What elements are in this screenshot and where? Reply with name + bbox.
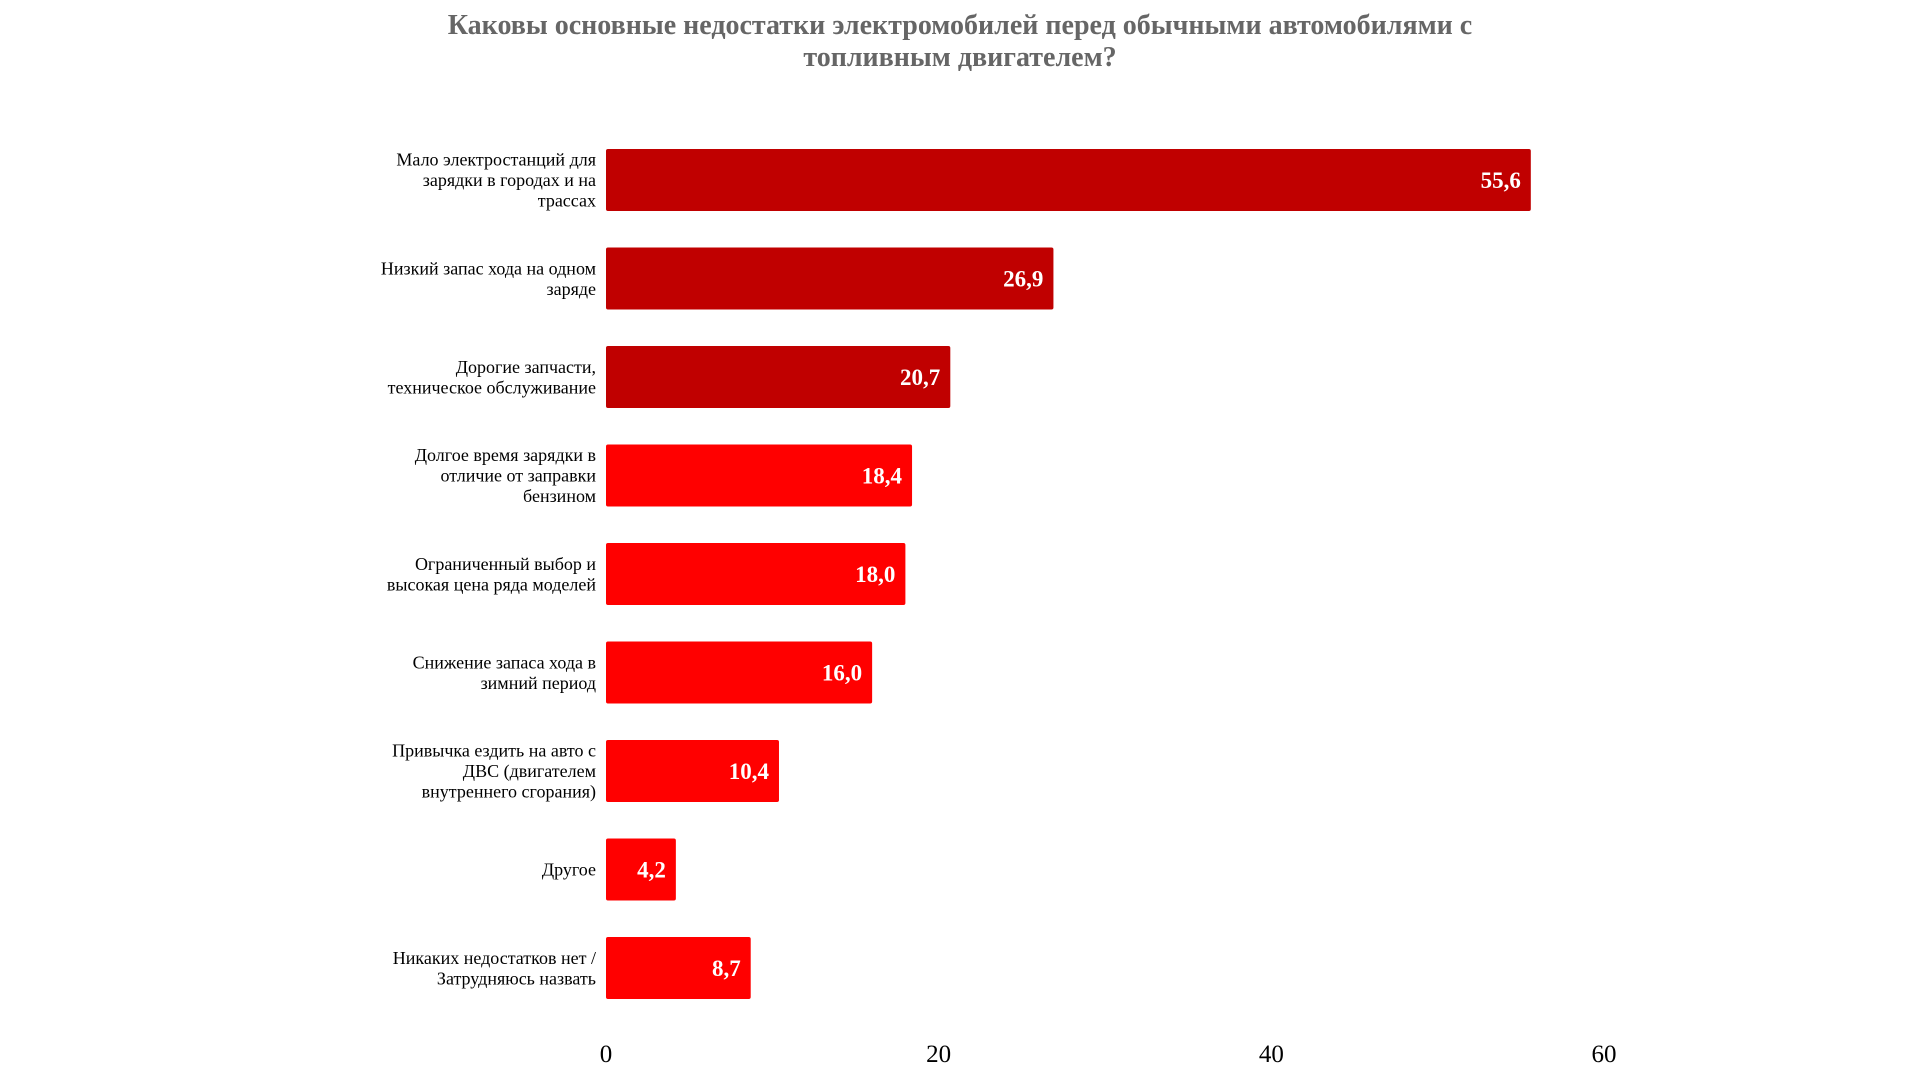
category-label-line: внутреннего сгорания): [422, 782, 596, 803]
category-label: Низкий запас хода на одном заряде: [381, 258, 596, 299]
category-label-line: Низкий запас хода на одном: [381, 258, 596, 278]
category-label: Снижение запаса хода в зимний период: [413, 652, 596, 693]
chart-title: Каковы основные недостатки электромобиле…: [360, 10, 1560, 74]
data-label: 55,6: [1481, 168, 1521, 193]
category-label: Ограниченный выбор и высокая цена ряда мо…: [387, 554, 596, 595]
data-label: 26,9: [1003, 267, 1043, 292]
bar: [606, 247, 1054, 310]
category-label-line: Ограниченный выбор и: [415, 554, 596, 574]
category-label-line: Другое: [542, 860, 596, 880]
category-label-line: высокая цена ряда моделей: [387, 574, 596, 594]
chart-title-line-1: Каковы основные недостатки электромобиле…: [447, 10, 1473, 41]
category-label-line: отличие от заправки: [441, 466, 597, 486]
category-label-line: Привычка ездить на авто с: [392, 741, 596, 761]
bar: [606, 149, 1531, 211]
data-label: 18,0: [855, 562, 895, 587]
bar: [606, 346, 951, 408]
bar: [606, 543, 906, 605]
category-label-line: Никаких недостатков нет /: [393, 948, 596, 968]
category-label: Привычка ездить на авто с ДВС (двигателем…: [392, 741, 596, 803]
category-label-line: Долгое время зарядки в: [415, 445, 596, 465]
category-label-line: Дорогие запчасти,: [456, 357, 596, 377]
data-label: 4,2: [637, 858, 666, 883]
x-tick-label: 60: [1592, 1041, 1617, 1068]
x-tick-label: 0: [600, 1041, 613, 1068]
category-label-line: зарядки в городах и на: [423, 170, 596, 190]
bar: [606, 937, 751, 999]
data-label: 16,0: [822, 661, 862, 686]
category-label-line: техническое обслуживание: [388, 377, 596, 397]
chart-title-line-2: топливным двигателем?: [803, 42, 1117, 73]
category-label-line: ДВС (двигателем: [463, 761, 596, 782]
data-label: 10,4: [729, 759, 770, 784]
category-label: Долгое время зарядки в отличие от заправк…: [415, 445, 597, 506]
category-label-line: зимний период: [481, 673, 596, 693]
category-label: Никаких недостатков нет / Затрудняюсь наз…: [393, 948, 596, 989]
x-tick-label: 40: [1259, 1041, 1284, 1068]
category-label-line: Мало электростанций для: [396, 150, 596, 170]
data-label: 8,7: [712, 956, 741, 981]
data-label: 20,7: [900, 365, 940, 390]
category-label-line: Снижение запаса хода в: [413, 652, 596, 672]
bar: [606, 641, 873, 704]
category-label-line: бензином: [523, 486, 596, 506]
bar: [606, 740, 779, 802]
data-label: 18,4: [862, 464, 903, 489]
x-tick-label: 20: [926, 1041, 951, 1068]
bar: [606, 444, 913, 507]
category-label: Другое: [542, 860, 596, 880]
category-label: Дорогие запчасти, техническое обслуживани…: [388, 357, 596, 398]
category-label-line: трассах: [538, 191, 596, 211]
category-label: Мало электростанций для зарядки в городах…: [396, 150, 596, 211]
category-label-line: заряде: [546, 279, 596, 299]
category-label-line: Затрудняюсь назвать: [437, 968, 596, 988]
bar: [606, 838, 676, 901]
